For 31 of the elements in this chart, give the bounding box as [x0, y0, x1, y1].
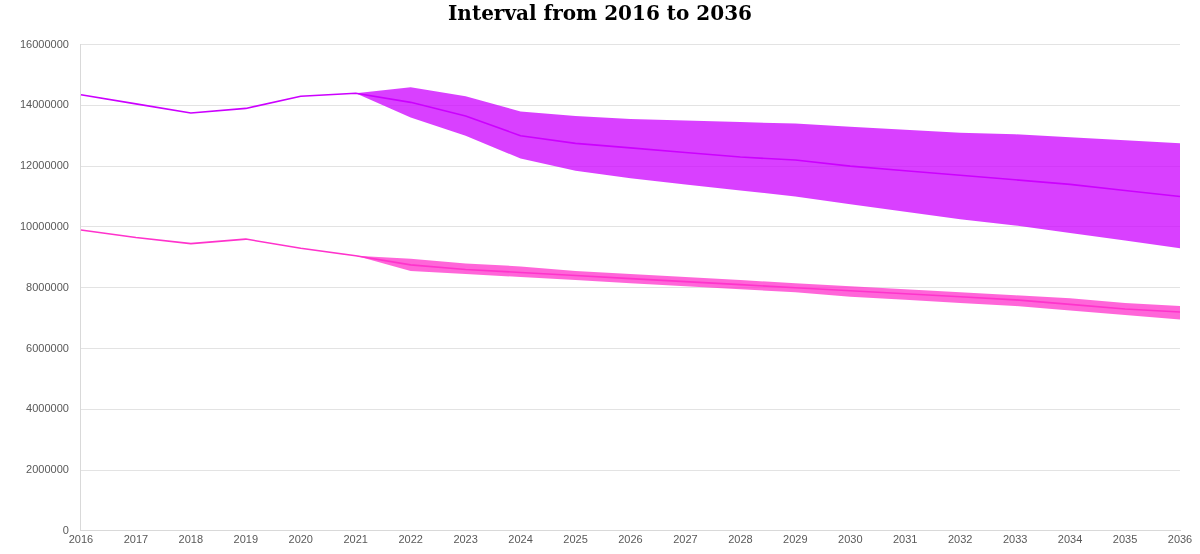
y-tick-label: 0 — [62, 523, 69, 536]
x-tick-label: 2023 — [453, 533, 478, 546]
x-tick-label: 2021 — [343, 533, 368, 546]
x-tick-label: 2022 — [398, 533, 423, 546]
x-tick-label: 2028 — [728, 533, 753, 546]
x-tick-label: 2027 — [673, 533, 698, 546]
y-tick-label: 16000000 — [19, 37, 69, 50]
x-tick-label: 2018 — [178, 533, 204, 546]
y-tick-label: 8000000 — [26, 280, 69, 293]
y-tick-label: 6000000 — [26, 341, 69, 354]
x-tick-label: 2035 — [1112, 533, 1138, 546]
y-tick-label: 14000000 — [19, 98, 69, 111]
x-tick-label: 2032 — [947, 533, 973, 546]
x-tick-label: 2025 — [563, 533, 588, 546]
x-tick-label: 2026 — [618, 533, 643, 546]
x-tick-label: 2031 — [892, 533, 918, 546]
x-tick-label: 2036 — [1167, 533, 1193, 546]
y-tick-label: 4000000 — [26, 402, 69, 415]
x-tick-label: 2029 — [783, 533, 808, 546]
x-tick-label: 2034 — [1057, 533, 1083, 546]
x-tick-label: 2020 — [288, 533, 313, 546]
x-tick-label: 2016 — [68, 533, 94, 546]
y-tick-label: 12000000 — [19, 159, 69, 172]
x-tick-label: 2033 — [1002, 533, 1028, 546]
chart-title: Interval from 2016 to 2036 — [447, 0, 753, 26]
x-tick-label: 2017 — [123, 533, 149, 546]
x-tick-label: 2030 — [838, 533, 863, 546]
y-tick-label: 2000000 — [26, 463, 69, 476]
x-tick-label: 2024 — [508, 533, 533, 546]
y-tick-label: 10000000 — [19, 219, 69, 232]
x-tick-label: 2019 — [233, 533, 259, 546]
